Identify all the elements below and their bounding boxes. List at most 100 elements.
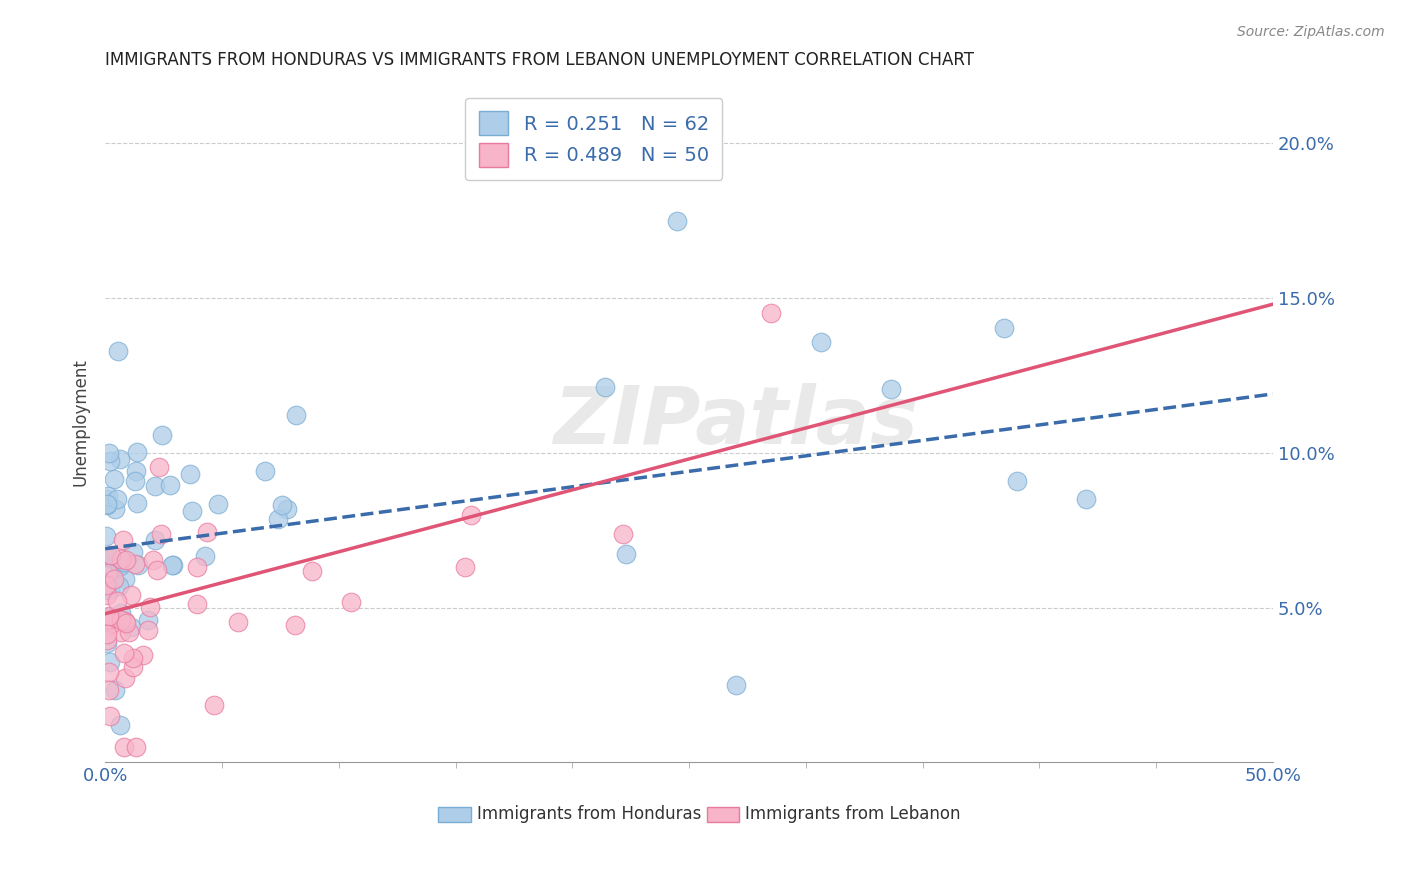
- Point: [104, 502, 127, 516]
- Point: [121, 545, 143, 559]
- Point: [97, 446, 120, 460]
- Text: IMMIGRANTS FROM HONDURAS VS IMMIGRANTS FROM LEBANON UNEMPLOYMENT CORRELATION CHA: IMMIGRANTS FROM HONDURAS VS IMMIGRANTS F…: [105, 51, 974, 69]
- Point: [149, 527, 172, 541]
- Point: [114, 553, 136, 567]
- Point: [993, 321, 1015, 335]
- Point: [125, 495, 148, 509]
- Text: Immigrants from Honduras: Immigrants from Honduras: [477, 805, 702, 823]
- Point: [110, 625, 132, 640]
- Point: [97, 613, 120, 627]
- Point: [666, 213, 689, 227]
- Point: [228, 615, 250, 629]
- Point: [1007, 475, 1029, 489]
- Point: [108, 578, 131, 592]
- Point: [124, 474, 146, 488]
- Point: [100, 617, 122, 632]
- Point: [120, 588, 142, 602]
- Point: [112, 646, 135, 660]
- Point: [114, 572, 136, 586]
- Point: [181, 504, 204, 518]
- Point: [97, 566, 120, 581]
- Point: [112, 739, 135, 754]
- Point: [614, 547, 637, 561]
- Point: [105, 492, 128, 507]
- Point: [159, 478, 181, 492]
- FancyBboxPatch shape: [439, 807, 471, 822]
- Point: [96, 609, 118, 624]
- Point: [724, 678, 747, 692]
- Point: [150, 428, 173, 442]
- Point: [202, 698, 225, 712]
- Point: [162, 558, 184, 573]
- Point: [108, 718, 131, 732]
- Y-axis label: Unemployment: Unemployment: [72, 358, 89, 486]
- Point: [339, 595, 361, 609]
- Point: [148, 460, 170, 475]
- Point: [110, 613, 132, 627]
- Point: [301, 564, 323, 578]
- Point: [254, 464, 277, 478]
- Point: [460, 508, 482, 522]
- Point: [96, 498, 118, 512]
- Point: [117, 625, 139, 640]
- Point: [207, 497, 229, 511]
- Point: [96, 636, 118, 650]
- Text: Immigrants from Lebanon: Immigrants from Lebanon: [745, 805, 960, 823]
- Point: [612, 526, 634, 541]
- Point: [124, 557, 146, 571]
- Point: [186, 559, 208, 574]
- Point: [103, 472, 125, 486]
- Point: [195, 524, 218, 539]
- Point: [110, 558, 132, 573]
- Point: [111, 533, 134, 547]
- Point: [96, 497, 118, 511]
- Point: [122, 650, 145, 665]
- Point: [120, 620, 142, 634]
- Point: [125, 444, 148, 458]
- Text: ZIPatlas: ZIPatlas: [554, 383, 918, 461]
- Point: [112, 555, 135, 569]
- Point: [105, 594, 128, 608]
- Point: [125, 739, 148, 754]
- Point: [125, 464, 148, 478]
- Point: [103, 572, 125, 586]
- Text: Source: ZipAtlas.com: Source: ZipAtlas.com: [1237, 25, 1385, 39]
- Point: [267, 512, 290, 526]
- Point: [96, 578, 118, 592]
- Point: [108, 557, 131, 571]
- Point: [96, 491, 118, 506]
- Point: [98, 683, 121, 698]
- Point: [593, 380, 616, 394]
- Point: [97, 612, 120, 626]
- Point: [160, 558, 183, 572]
- Point: [880, 382, 903, 396]
- Point: [97, 489, 120, 503]
- Point: [114, 615, 136, 630]
- Point: [276, 501, 298, 516]
- Point: [96, 575, 118, 590]
- Point: [146, 564, 169, 578]
- Point: [98, 609, 121, 624]
- Point: [114, 614, 136, 628]
- Point: [96, 627, 118, 641]
- Point: [98, 708, 121, 723]
- Point: [132, 648, 155, 663]
- Point: [107, 344, 129, 359]
- Point: [98, 582, 121, 597]
- Point: [98, 656, 121, 670]
- Point: [284, 408, 307, 422]
- Point: [122, 659, 145, 673]
- Point: [110, 452, 132, 467]
- Point: [96, 633, 118, 648]
- Point: [100, 548, 122, 562]
- Point: [143, 479, 166, 493]
- Point: [136, 613, 159, 627]
- Point: [114, 671, 136, 685]
- Point: [98, 550, 121, 565]
- Point: [454, 559, 477, 574]
- Point: [186, 597, 208, 611]
- Point: [101, 560, 124, 574]
- Point: [143, 533, 166, 547]
- Point: [810, 334, 832, 349]
- Point: [96, 588, 118, 602]
